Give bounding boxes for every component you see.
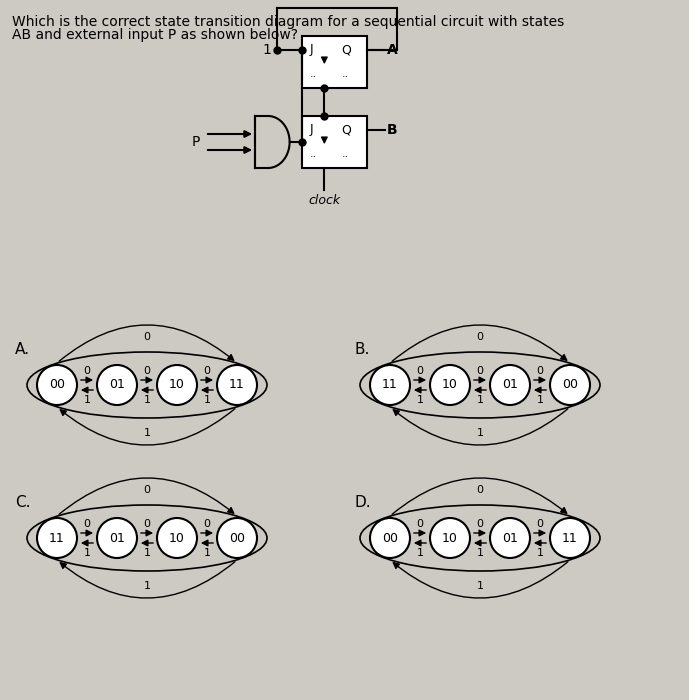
Circle shape bbox=[550, 518, 590, 558]
Text: 00: 00 bbox=[49, 379, 65, 391]
Circle shape bbox=[370, 365, 410, 405]
Text: 0: 0 bbox=[143, 485, 150, 495]
Text: 0: 0 bbox=[537, 519, 544, 529]
Text: 1: 1 bbox=[537, 395, 544, 405]
Text: J: J bbox=[309, 43, 313, 57]
Text: 1: 1 bbox=[83, 395, 90, 405]
Circle shape bbox=[550, 365, 590, 405]
Circle shape bbox=[430, 518, 470, 558]
Circle shape bbox=[217, 518, 257, 558]
Text: A.: A. bbox=[15, 342, 30, 357]
Text: 1: 1 bbox=[203, 548, 211, 558]
Text: clock: clock bbox=[308, 194, 340, 207]
Text: 0: 0 bbox=[477, 519, 484, 529]
Circle shape bbox=[97, 518, 137, 558]
Text: 10: 10 bbox=[169, 379, 185, 391]
Circle shape bbox=[37, 365, 77, 405]
Text: 0: 0 bbox=[83, 366, 90, 376]
Text: ..: .. bbox=[309, 149, 317, 159]
Text: 00: 00 bbox=[382, 531, 398, 545]
Circle shape bbox=[217, 365, 257, 405]
Text: Q: Q bbox=[342, 43, 351, 57]
Text: 0: 0 bbox=[416, 366, 424, 376]
Text: Q: Q bbox=[342, 123, 351, 136]
Text: 00: 00 bbox=[229, 531, 245, 545]
Text: 0: 0 bbox=[143, 332, 150, 342]
Text: 1: 1 bbox=[477, 581, 484, 591]
Text: 1: 1 bbox=[203, 395, 211, 405]
Text: 1: 1 bbox=[143, 581, 150, 591]
Circle shape bbox=[157, 365, 197, 405]
Text: 1: 1 bbox=[416, 395, 424, 405]
Circle shape bbox=[97, 365, 137, 405]
Text: 0: 0 bbox=[143, 519, 150, 529]
Text: B: B bbox=[387, 123, 398, 137]
Text: 10: 10 bbox=[442, 531, 458, 545]
Text: 1: 1 bbox=[143, 395, 150, 405]
Text: 1: 1 bbox=[477, 428, 484, 438]
Circle shape bbox=[37, 518, 77, 558]
Text: ..: .. bbox=[309, 69, 317, 79]
Text: 1: 1 bbox=[477, 548, 484, 558]
Text: J: J bbox=[309, 123, 313, 136]
Text: 1: 1 bbox=[263, 43, 271, 57]
Text: AB and external input P as shown below?: AB and external input P as shown below? bbox=[12, 28, 298, 42]
Text: ..: .. bbox=[342, 149, 349, 159]
Text: 1: 1 bbox=[143, 548, 150, 558]
Text: 1: 1 bbox=[416, 548, 424, 558]
Text: A: A bbox=[387, 43, 398, 57]
Bar bbox=[302, 116, 367, 168]
Text: 01: 01 bbox=[502, 379, 518, 391]
Circle shape bbox=[430, 365, 470, 405]
Circle shape bbox=[370, 518, 410, 558]
Text: D.: D. bbox=[355, 495, 371, 510]
Text: 10: 10 bbox=[169, 531, 185, 545]
Text: 0: 0 bbox=[143, 366, 150, 376]
Text: 0: 0 bbox=[477, 485, 484, 495]
Text: 0: 0 bbox=[477, 332, 484, 342]
Bar bbox=[302, 36, 367, 88]
Text: Which is the correct state transition diagram for a sequential circuit with stat: Which is the correct state transition di… bbox=[12, 15, 564, 29]
Text: 11: 11 bbox=[382, 379, 398, 391]
Text: B.: B. bbox=[355, 342, 371, 357]
Text: 10: 10 bbox=[442, 379, 458, 391]
Circle shape bbox=[490, 365, 530, 405]
Text: 0: 0 bbox=[203, 366, 211, 376]
Text: 1: 1 bbox=[477, 395, 484, 405]
Text: 00: 00 bbox=[562, 379, 578, 391]
Text: 0: 0 bbox=[477, 366, 484, 376]
Text: 11: 11 bbox=[49, 531, 65, 545]
Text: 0: 0 bbox=[537, 366, 544, 376]
Text: 01: 01 bbox=[502, 531, 518, 545]
Circle shape bbox=[490, 518, 530, 558]
Text: 0: 0 bbox=[416, 519, 424, 529]
Text: 0: 0 bbox=[83, 519, 90, 529]
Text: 1: 1 bbox=[537, 548, 544, 558]
Circle shape bbox=[157, 518, 197, 558]
Text: 1: 1 bbox=[143, 428, 150, 438]
Text: 01: 01 bbox=[109, 379, 125, 391]
Text: 11: 11 bbox=[562, 531, 578, 545]
Text: C.: C. bbox=[15, 495, 30, 510]
Text: 01: 01 bbox=[109, 531, 125, 545]
Text: ..: .. bbox=[342, 69, 349, 79]
Text: P: P bbox=[192, 135, 200, 149]
Text: 0: 0 bbox=[203, 519, 211, 529]
Text: 1: 1 bbox=[83, 548, 90, 558]
Text: 11: 11 bbox=[229, 379, 245, 391]
